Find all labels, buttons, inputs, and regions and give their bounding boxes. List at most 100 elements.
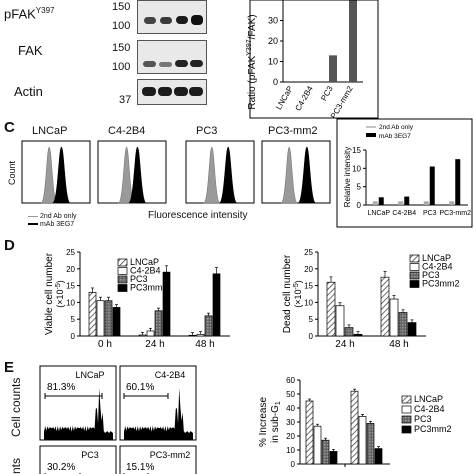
y-tick-label: 20 [66, 265, 75, 274]
percent-label: 81.3% [47, 382, 75, 393]
legend-label: PC3 [422, 270, 440, 280]
hist-title: LNCaP [75, 370, 104, 380]
legend-swatch [117, 275, 128, 284]
bar [378, 197, 384, 205]
bar [423, 201, 429, 205]
control-peak [203, 146, 221, 204]
y-tick-label: 20 [304, 265, 313, 274]
fak-blot [137, 40, 207, 74]
x-tick-label: 0 h [98, 339, 112, 350]
y-tick-label: 50 [286, 390, 295, 399]
y-tick-label: 10 [304, 298, 313, 307]
histogram-frame [261, 140, 331, 204]
y-tick-label: 30 [268, 16, 278, 26]
y-axis-label: % Increase [258, 397, 269, 447]
panel-letter-d: D [4, 237, 15, 254]
y-tick-label: 10 [286, 446, 295, 455]
x-tick-label: C4-2B4 [392, 210, 416, 217]
hist-title: C4-2B4 [108, 125, 146, 137]
y-tick-label: 0 [273, 77, 278, 87]
y-tick-label: 20 [286, 432, 295, 441]
y-axis-label: Dead cell number [282, 254, 293, 333]
blot-band [189, 87, 203, 96]
blot-band [175, 60, 188, 67]
legend-label: C4-2B4 [414, 404, 445, 414]
y-tick-label: 10 [268, 57, 278, 67]
actin-blot [137, 79, 207, 105]
antibody-peak [128, 146, 147, 204]
blot-band [191, 15, 203, 25]
hist-title: LNCaP [32, 125, 68, 137]
x-tick-label: 24 h [145, 339, 164, 350]
bar [366, 423, 375, 465]
legend-swatch [409, 271, 420, 280]
histogram-frame [185, 140, 255, 204]
panel-letter-c: C [4, 119, 15, 136]
y-axis-label: Relative intensity [343, 147, 352, 207]
legend-entry: mAb 3EG7 [28, 221, 74, 228]
x-tick-label: 24 h [335, 339, 354, 350]
y-tick-label: 40 [286, 404, 295, 413]
legend-swatch [117, 258, 128, 267]
antibody-peak [219, 146, 238, 204]
mw-marker: 100 [112, 61, 131, 73]
y-tick-label: 20 [268, 36, 278, 46]
mw-marker: 150 [112, 42, 131, 54]
legend-swatch [401, 415, 412, 424]
legend-label: mAb 3EG7 [379, 133, 411, 140]
histogram-frame [39, 445, 117, 474]
y-tick-label: 0 [309, 332, 314, 341]
legend-swatch [117, 284, 128, 292]
legend-label: LNCaP [422, 253, 451, 263]
y-axis-label: Viable cell number [44, 252, 55, 335]
y-tick-label: 0 [291, 460, 296, 469]
blot-band [142, 87, 156, 96]
percent-label: 30.2% [47, 462, 75, 473]
antibody-peak [52, 146, 71, 204]
y-axis-unit: (×10-5) [293, 280, 303, 308]
bar [350, 390, 359, 465]
y-tick-label: 0 [71, 332, 76, 341]
legend-label: C4-2B4 [422, 262, 453, 272]
blot-band [159, 62, 172, 67]
fak-label: FAK [18, 43, 43, 58]
y-tick-label: 5 [309, 315, 314, 324]
legend-label: LNCaP [414, 394, 443, 404]
legend-swatch [409, 254, 420, 263]
hist-title: PC3 [81, 450, 99, 460]
bar [329, 451, 338, 465]
x-tick-label: 48 h [389, 339, 408, 350]
y-tick-label: 25 [304, 248, 313, 257]
y-tick-label: 30 [286, 418, 295, 427]
blot-band [176, 16, 188, 24]
antibody-peak [297, 146, 317, 204]
y-tick-label: 15 [66, 282, 75, 291]
legend-swatch [401, 425, 412, 434]
bar [429, 166, 435, 205]
bar [455, 159, 461, 205]
legend-entry: 2nd Ab only [28, 213, 77, 220]
legend-swatch [409, 263, 420, 271]
bar [404, 196, 410, 205]
y-tick-label: 60 [286, 376, 295, 385]
percent-label: 60.1% [126, 382, 154, 393]
legend-label: 2nd Ab only [379, 124, 414, 131]
blot-band [144, 17, 156, 24]
hist-title: PC3 [196, 125, 218, 137]
blot-band [143, 61, 156, 67]
blot-band [190, 60, 203, 67]
actin-label: Actin [14, 84, 43, 99]
legend-label: PC3 [414, 414, 432, 424]
blot-band [158, 87, 172, 96]
panel-letter-e: E [4, 359, 15, 376]
percent-label: 15.1% [126, 462, 154, 473]
chart-frame [249, 0, 379, 119]
legend-label: PC3mm2 [414, 424, 452, 434]
